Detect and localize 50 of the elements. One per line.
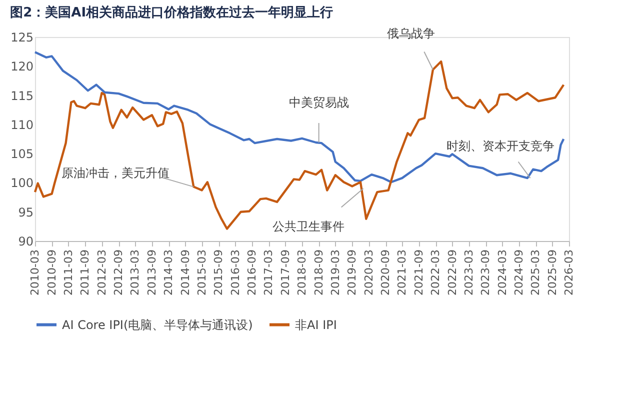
- x-tick-label: 2010-03: [28, 250, 42, 296]
- y-tick-label: 120: [10, 60, 34, 74]
- legend-label: 非AI IPI: [295, 318, 337, 332]
- y-tick-label: 100: [10, 176, 34, 190]
- x-tick-label: 2026-03: [562, 250, 576, 296]
- annotation: 公共卫生事件: [272, 220, 344, 234]
- x-tick-label: 2017-09: [278, 250, 292, 296]
- x-tick-label: 2025-03: [529, 250, 542, 296]
- x-tick-label: 2024-03: [496, 250, 509, 296]
- x-tick-label: 2018-03: [296, 250, 308, 296]
- annotation: 时刻、资本开支竞争: [446, 139, 554, 154]
- x-tick-label: 2012-03: [95, 250, 108, 296]
- x-tick-label: 2022-09: [446, 250, 459, 296]
- x-tick-label: 2017-03: [262, 250, 276, 296]
- x-tick-label: 2023-03: [462, 250, 476, 296]
- y-tick-label: 115: [10, 88, 34, 103]
- x-tick-label: 2024-09: [512, 250, 526, 296]
- y-tick-label: 110: [10, 118, 34, 132]
- x-tick-label: 2011-09: [78, 250, 92, 296]
- x-tick-label: 2018-09: [312, 250, 326, 296]
- x-tick-label: 2022-03: [429, 250, 442, 296]
- annotation: 中美贸易战: [288, 95, 349, 110]
- line-series: [34, 51, 565, 184]
- x-tick-label: 2013-03: [128, 250, 142, 296]
- x-tick-label: 2013-09: [145, 250, 158, 296]
- y-tick-label: 90: [18, 234, 34, 248]
- x-tick-label: 2019-03: [328, 250, 342, 296]
- chart-title: 图2：美国AI相关商品进口价格指数在过去一年明显上行: [10, 4, 334, 21]
- y-tick-label: 125: [10, 30, 34, 44]
- x-tick-label: 2015-09: [212, 250, 226, 296]
- x-tick-label: 2025-09: [546, 250, 559, 296]
- x-tick-label: 2014-03: [162, 250, 175, 296]
- annotation: 俄乌战争: [386, 26, 435, 41]
- x-tick-label: 2011-03: [62, 250, 75, 296]
- legend-label: AI Core IPI(电脑、半导体与通讯设): [62, 318, 253, 332]
- x-tick-label: 2016-03: [228, 250, 242, 296]
- x-tick-label: 2020-03: [362, 250, 376, 296]
- x-tick-label: 2021-09: [412, 250, 426, 296]
- y-tick-label: 105: [10, 147, 34, 162]
- x-tick-label: 2023-09: [479, 250, 492, 296]
- x-tick-label: 2020-09: [379, 250, 392, 296]
- x-tick-label: 2021-03: [396, 250, 409, 296]
- x-tick-label: 2010-09: [45, 250, 58, 296]
- x-tick-label: 2015-03: [195, 250, 208, 296]
- y-tick-label: 95: [18, 205, 34, 220]
- x-tick-label: 2012-09: [112, 250, 126, 296]
- x-tick-label: 2019-09: [346, 250, 359, 296]
- annotation: 原油冲击，美元升值: [62, 166, 170, 180]
- x-tick-label: 2016-09: [246, 250, 259, 296]
- x-tick-label: 2014-09: [178, 250, 192, 296]
